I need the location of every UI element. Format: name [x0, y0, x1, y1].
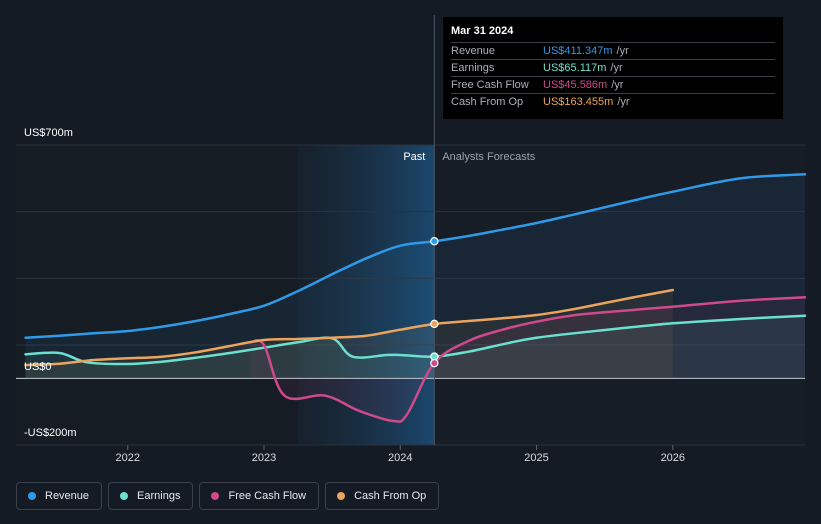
x-tick-label: 2024 — [388, 452, 412, 464]
series-lines — [24, 173, 807, 423]
series-area-cash-from-op — [25, 290, 673, 379]
x-tick-label: 2025 — [524, 452, 548, 464]
series-area-free-cash-flow — [250, 297, 805, 422]
series-area-earnings — [25, 315, 805, 379]
legend-item-cash-from-op[interactable]: Cash From Op — [325, 482, 440, 510]
legend-item-earnings[interactable]: Earnings — [108, 482, 194, 510]
legend-label: Free Cash Flow — [228, 490, 307, 502]
legend-label: Cash From Op — [354, 490, 427, 502]
series-line-free-cash-flow — [249, 296, 807, 423]
legend-label: Revenue — [45, 490, 90, 502]
x-tick-label: 2022 — [115, 452, 139, 464]
tooltip-row-earnings: Earnings US$65.117m /yr — [451, 59, 775, 76]
legend-dot-icon — [28, 492, 36, 500]
legend-label: Earnings — [137, 490, 181, 502]
past-label: Past — [403, 151, 425, 163]
marker-revenue — [430, 237, 439, 246]
tooltip-date: Mar 31 2024 — [451, 25, 514, 37]
tooltip-unit: /yr — [611, 79, 624, 91]
legend-item-free-cash-flow[interactable]: Free Cash Flow — [199, 482, 320, 510]
forecast-label: Analysts Forecasts — [442, 151, 535, 163]
series-line-earnings — [24, 314, 807, 366]
marker-free-cash-flow — [430, 358, 439, 368]
tooltip-value: US$45.586m — [543, 79, 608, 91]
chart-legend: Revenue Earnings Free Cash Flow Cash Fro… — [16, 482, 440, 510]
y-axis-label-zero: US$0 — [24, 361, 52, 373]
tooltip-value: US$163.455m — [543, 96, 614, 108]
tooltip-unit: /yr — [610, 62, 623, 74]
marker-cash-from-op — [430, 319, 439, 329]
tooltip-unit: /yr — [616, 45, 629, 57]
tooltip-label: Revenue — [451, 45, 496, 57]
gridlines — [16, 144, 805, 446]
tooltip-label: Cash From Op — [451, 96, 524, 108]
tooltip-row-cash-from-op: Cash From Op US$163.455m /yr — [451, 93, 775, 110]
y-axis-label-bottom: -US$200m — [24, 427, 77, 439]
series-area-revenue — [25, 174, 805, 379]
x-tick-label: 2023 — [252, 452, 276, 464]
tooltip-label: Free Cash Flow — [451, 79, 529, 91]
legend-dot-icon — [337, 492, 346, 500]
tooltip-row-free-cash-flow: Free Cash Flow US$45.586m /yr — [451, 76, 775, 93]
series-markers — [430, 237, 439, 368]
tooltip-label: Earnings — [451, 62, 495, 74]
legend-item-revenue[interactable]: Revenue — [16, 482, 103, 510]
series-line-revenue — [24, 173, 807, 339]
y-axis-label-top: US$700m — [24, 127, 73, 139]
x-axis-ticks: 2022 2023 2024 2025 2026 — [115, 445, 685, 464]
tooltip-value: US$411.347m — [543, 45, 613, 57]
tooltip-unit: /yr — [617, 96, 630, 108]
x-tick-label: 2026 — [661, 452, 685, 464]
tooltip-row-revenue: Revenue US$411.347m /yr — [451, 42, 775, 59]
legend-dot-icon — [211, 492, 220, 500]
series-line-cash-from-op — [24, 288, 675, 367]
data-tooltip: Mar 31 2024 Revenue US$411.347m /yr Earn… — [443, 17, 783, 119]
series-areas — [25, 174, 805, 422]
tooltip-value: US$65.117m — [543, 62, 607, 74]
legend-dot-icon — [120, 492, 129, 500]
